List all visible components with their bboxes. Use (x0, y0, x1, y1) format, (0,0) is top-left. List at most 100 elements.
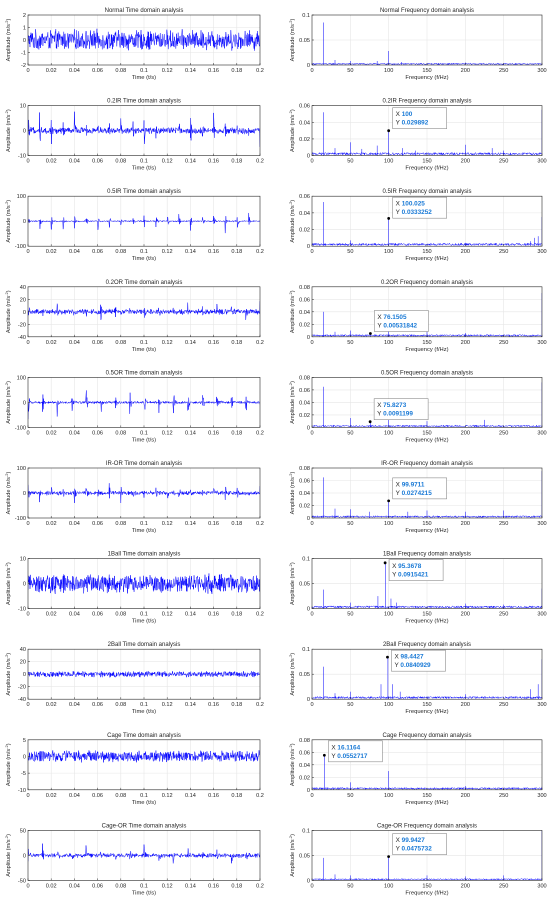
datatip-box (388, 559, 444, 581)
datatip-marker (387, 129, 391, 133)
x-tick-label: 0.12 (162, 883, 173, 889)
x-tick-label: 0.18 (231, 612, 242, 618)
panel-6: 0 50 100 150 200 250 300 0 0.02 0.04 0.06 0.5IR Fre… (288, 189, 547, 262)
x-tick-label: 0.12 (162, 249, 173, 255)
y-axis-label: Amplitude (m/s-2) (4, 562, 12, 605)
x-tick-label: 200 (461, 340, 470, 346)
y-tick-label: 0 (307, 516, 310, 522)
x-tick-label: 0.04 (69, 612, 80, 618)
x-tick-label: 0.18 (231, 340, 242, 346)
y-axis-label: Amplitude (m/s-2) (4, 743, 12, 786)
x-tick-label: 0 (26, 702, 29, 708)
y-tick-label: -100 (15, 425, 26, 431)
x-tick-label: 0.16 (208, 430, 219, 436)
x-tick-label: 0.2 (256, 612, 264, 618)
x-tick-label: 0.16 (208, 249, 219, 255)
x-tick-label: 0.14 (185, 249, 196, 255)
y-axis-label: Amplitude (m/s-2) (4, 200, 12, 243)
x-tick-label: 0.2 (256, 159, 264, 165)
x-axis-label: Frequency (f/Hz) (405, 256, 448, 262)
panel-title: Normal Frequency domain analysis (380, 8, 474, 14)
x-tick-label: 200 (461, 159, 470, 165)
x-tick-label: 0.2 (256, 793, 264, 799)
y-tick-label: 20 (20, 297, 26, 303)
x-tick-label: 300 (537, 702, 546, 708)
y-axis-label: Amplitude (m/s-2) (4, 834, 12, 877)
x-tick-label: 0 (310, 883, 313, 889)
x-tick-label: 0 (26, 68, 29, 74)
x-tick-label: 0.06 (92, 612, 103, 618)
x-tick-label: 0.14 (185, 702, 196, 708)
x-tick-label: 150 (422, 68, 431, 74)
datatip-marker (386, 655, 389, 659)
x-tick-label: 100 (384, 521, 393, 527)
x-tick-label: 150 (422, 883, 431, 889)
x-tick-label: 300 (537, 340, 546, 346)
x-tick-label: 0.06 (92, 883, 103, 889)
x-tick-label: 0.18 (231, 159, 242, 165)
x-tick-label: 200 (461, 793, 470, 799)
y-axis-label: Amplitude (m/s-2) (288, 834, 296, 877)
y-tick-label: -10 (18, 788, 26, 794)
panel-11: 0 0.02 0.04 0.06 0.08 0.1 0.12 0.14 0.16 0.18 0.2 -… (4, 461, 264, 534)
y-tick-label: 0.1 (302, 13, 310, 19)
x-tick-label: 0 (26, 159, 29, 165)
y-tick-label: 100 (17, 466, 26, 472)
panel-3: 0 0.02 0.04 0.06 0.08 0.1 0.12 0.14 0.16 0.18 0.2 -… (4, 99, 264, 172)
y-tick-label: -2 (21, 63, 26, 69)
x-axis-label: Frequency (f/Hz) (405, 347, 448, 353)
x-axis-label: Time (t/s) (132, 437, 156, 443)
x-tick-label: 300 (537, 883, 546, 889)
x-tick-label: 0.04 (69, 249, 80, 255)
y-tick-label: 0.06 (299, 104, 310, 110)
y-tick-label: 100 (17, 194, 26, 200)
y-tick-label: -5 (21, 771, 26, 777)
x-tick-label: 250 (499, 793, 508, 799)
x-tick-label: 250 (499, 702, 508, 708)
y-tick-label: 0 (307, 425, 310, 431)
datatip-x: X 98.4427 (394, 654, 424, 661)
datatip-y: Y 0.0274215 (396, 490, 433, 497)
y-tick-label: 1 (23, 26, 26, 32)
panel-14: 0 50 100 150 200 250 300 0 0.05 0.1 1Ball Frequenc… (288, 552, 547, 625)
x-tick-label: 50 (347, 883, 353, 889)
x-tick-label: 300 (537, 249, 546, 255)
panel-17: 0 0.02 0.04 0.06 0.08 0.1 0.12 0.14 0.16 0.18 0.2 -… (4, 733, 264, 806)
datatip-marker (322, 753, 326, 757)
x-tick-label: 0.12 (162, 430, 173, 436)
y-tick-label: 0.04 (299, 310, 310, 316)
panel-title: 0.2OR Frequency domain analysis (381, 280, 473, 286)
x-tick-label: 0.14 (185, 793, 196, 799)
x-tick-label: 0.1 (140, 68, 148, 74)
y-axis-label: Amplitude (m/s-2) (4, 472, 12, 515)
y-tick-label: 40 (20, 647, 26, 653)
x-tick-label: 0.04 (69, 521, 80, 527)
y-axis-label: Amplitude (m/s-2) (288, 381, 296, 424)
panel-10: 0 50 100 150 200 250 300 0 0.02 0.04 0.06 0.08 0.5OR… (288, 370, 547, 443)
series-line (28, 28, 260, 51)
x-tick-label: 0.16 (208, 793, 219, 799)
x-tick-label: 300 (537, 612, 546, 618)
x-tick-label: 300 (537, 159, 546, 165)
x-tick-label: 200 (461, 702, 470, 708)
x-tick-label: 0 (26, 521, 29, 527)
x-tick-label: 0 (26, 430, 29, 436)
y-axis-label: Amplitude (m/s-2) (4, 381, 12, 424)
x-tick-label: 100 (384, 159, 393, 165)
x-tick-label: 250 (499, 521, 508, 527)
y-axis-label: Amplitude (m/s-2) (4, 653, 12, 696)
y-tick-label: 0.02 (299, 413, 310, 419)
x-axis-label: Time (t/s) (132, 709, 156, 715)
panel-15: 0 0.02 0.04 0.06 0.08 0.1 0.12 0.14 0.16 0.18 0.2 -… (4, 642, 264, 715)
x-tick-label: 0.2 (256, 702, 264, 708)
y-tick-label: 0.1 (302, 557, 310, 563)
x-tick-label: 0.04 (69, 793, 80, 799)
datatip-y: Y 0.0475732 (396, 846, 433, 853)
y-tick-label: 0.04 (299, 120, 310, 126)
x-tick-label: 0 (310, 612, 313, 618)
x-tick-label: 0.1 (140, 702, 148, 708)
y-tick-label: -40 (18, 335, 26, 341)
datatip-x: X 95.3678 (392, 563, 422, 570)
x-tick-label: 0.06 (92, 793, 103, 799)
